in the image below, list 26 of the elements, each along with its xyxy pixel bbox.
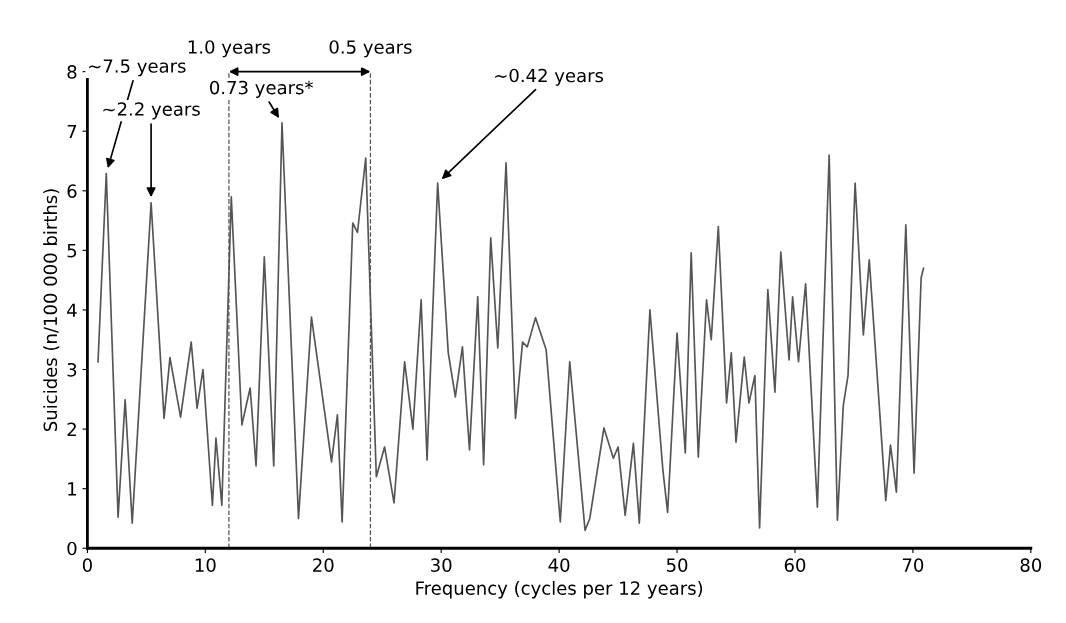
x-tick-label: 30	[431, 558, 452, 572]
ref-line-label: 1.0 years	[188, 40, 271, 58]
y-tick-label: 8	[67, 65, 77, 79]
x-tick-label: 10	[195, 558, 216, 572]
y-tick-label: 4	[67, 303, 77, 317]
annotation: 0.73 years*	[210, 80, 313, 98]
y-tick-label: 6	[67, 184, 77, 198]
y-axis-title: Suicides (n/100 000 births)	[43, 189, 60, 431]
y-tick-label: 5	[67, 244, 77, 258]
y-tick-label: 7	[67, 124, 77, 139]
ref-line-label: 0.5 years	[329, 40, 412, 58]
x-tick-label: 70	[902, 558, 924, 572]
y-tick-label: 1	[68, 482, 77, 496]
annotation: ~7.5 years	[89, 59, 186, 77]
x-tick-label: 0	[82, 558, 92, 572]
x-tick-label: 40	[548, 558, 570, 572]
annotation: ~2.2 years	[103, 102, 200, 120]
annotation: ~0.42 years	[495, 68, 604, 86]
y-tick-label: 0	[67, 541, 77, 556]
y-tick-label: 3	[67, 362, 77, 377]
x-tick-label: 50	[666, 558, 688, 572]
x-axis-title: Frequency (cycles per 12 years)	[416, 580, 703, 599]
x-tick-label: 80	[1020, 558, 1042, 572]
x-tick-label: 20	[313, 558, 334, 572]
y-tick-label: 2	[67, 422, 76, 436]
x-tick-label: 60	[784, 558, 806, 572]
